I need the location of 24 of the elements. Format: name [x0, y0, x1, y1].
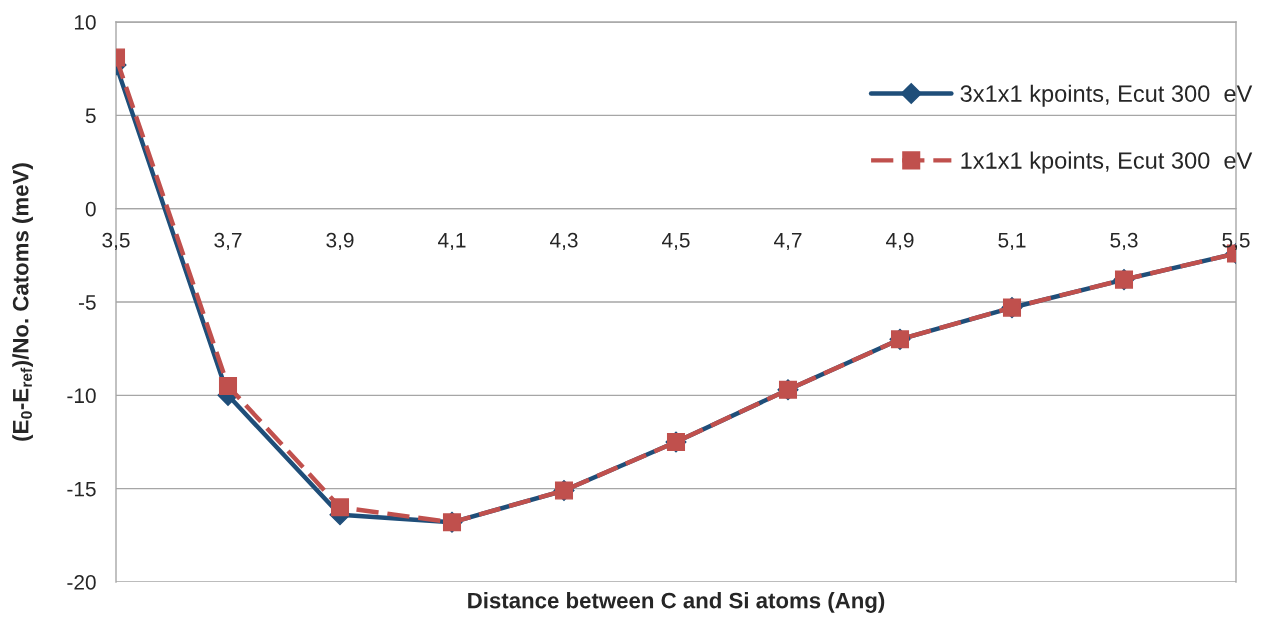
- x-tick-label: 5,1: [998, 233, 1026, 251]
- x-tick-label: 4,7: [774, 233, 802, 251]
- y-tick-label: 10: [74, 15, 96, 30]
- x-tick-label: 4,9: [886, 232, 914, 251]
- x-tick-label: 3,9: [326, 232, 354, 251]
- point: [218, 376, 238, 396]
- y-axis-title: (E$_{0}$-E$_{ref}$)/No. Catoms (meV): [12, 163, 33, 441]
- y-tick-label: -5: [78, 295, 96, 310]
- x-tick-label: 3,5: [102, 232, 130, 251]
- legend-label: 3x1x1 kpoints, Ecut 300 eV: [960, 84, 1253, 107]
- x-tick-label: 5,3: [1110, 232, 1138, 251]
- y-tick-label: -10: [67, 388, 96, 404]
- x-axis-title: Distance between C and Si atoms (Ang): [468, 592, 885, 613]
- y-tick-label: -15: [67, 481, 96, 497]
- x-tick-label: 3,7: [214, 232, 242, 251]
- x-tick-label: 5,5: [1222, 233, 1250, 251]
- y-tick-label: -20: [67, 575, 96, 590]
- point: [330, 498, 350, 517]
- x-tick-label: 4,3: [550, 232, 578, 251]
- x-tick-label: 4,1: [438, 233, 466, 251]
- legend-label: 1x1x1 kpoints, Ecut 300 eV: [961, 151, 1253, 174]
- x-tick-label: 4,5: [662, 233, 690, 251]
- y-tick-label: 5: [85, 108, 96, 124]
- y-tick-label: 0: [85, 201, 96, 217]
